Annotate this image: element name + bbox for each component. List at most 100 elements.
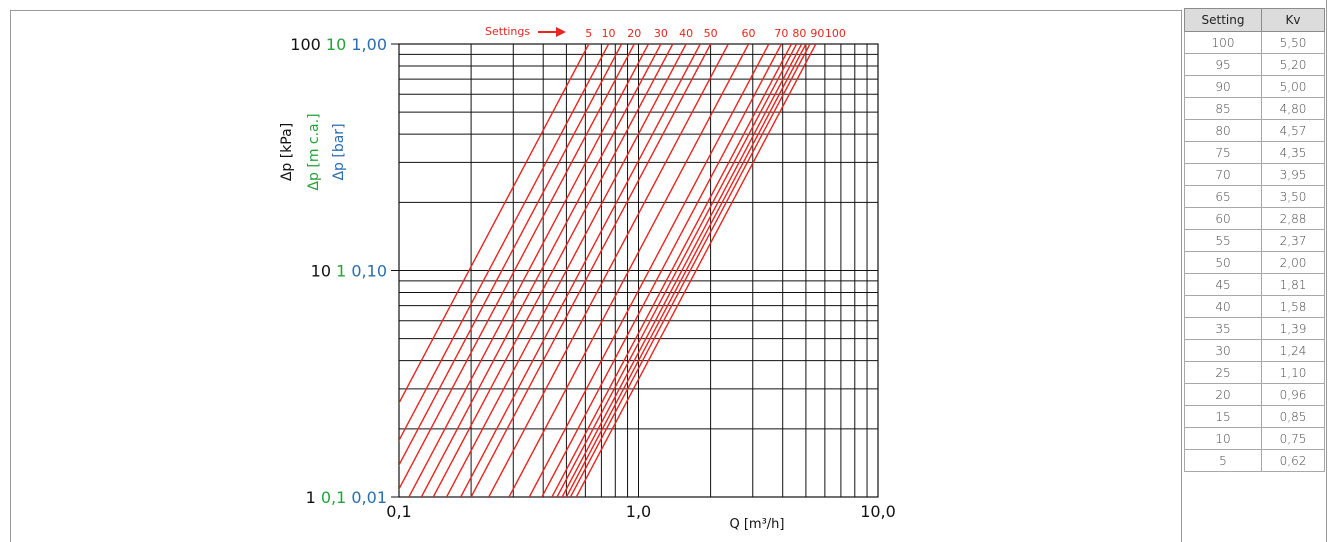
table-row: 15 0,85 (1184, 405, 1325, 428)
x-axis-label: Q [m³/h] (729, 517, 784, 532)
kv-cell: 0,96 (1261, 383, 1325, 406)
kv-cell: 1,10 (1261, 361, 1325, 384)
chart-frame-left (10, 10, 11, 542)
setting-curve-70 (541, 44, 783, 497)
kv-cell: 2,37 (1261, 229, 1325, 252)
y-tick-label-kpa: 10 (311, 262, 331, 281)
table-row: 85 4,80 (1184, 97, 1325, 120)
table-row: 10 0,75 (1184, 427, 1325, 450)
y-axis-label-kpa: Δp [kPa] (279, 123, 295, 181)
setting-cell: 75 (1184, 141, 1262, 164)
table-row: 25 1,10 (1184, 361, 1325, 384)
kv-cell: 2,88 (1261, 207, 1325, 230)
setting-cell: 95 (1184, 53, 1262, 76)
setting-curve-15 (399, 44, 623, 467)
kv-cell: 0,85 (1261, 405, 1325, 428)
kv-cell: 3,50 (1261, 185, 1325, 208)
table-row: 50 2,00 (1184, 251, 1325, 274)
setting-cell: 5 (1184, 449, 1262, 472)
setting-cell: 85 (1184, 97, 1262, 120)
setting-cell: 100 (1184, 31, 1262, 54)
column-header-kv: Kv (1261, 8, 1325, 32)
x-tick-label: 1,0 (626, 502, 651, 521)
y-tick-label-bar: 0,10 (346, 262, 387, 281)
series-setting-label: 20 (627, 27, 641, 40)
series-setting-label: 80 (792, 27, 806, 40)
x-tick-label: 10,0 (860, 502, 896, 521)
setting-curve-5 (399, 44, 590, 405)
setting-cell: 15 (1184, 405, 1262, 428)
table-row: 100 5,50 (1184, 31, 1325, 54)
setting-curve-65 (528, 44, 770, 497)
setting-cell: 55 (1184, 229, 1262, 252)
setting-curve-10 (399, 44, 610, 442)
y-axis-label-mca: Δp [m c.a.] (306, 113, 322, 190)
kv-cell: 4,57 (1261, 119, 1325, 142)
chart-frame-right (1181, 10, 1182, 542)
kv-cell: 1,58 (1261, 295, 1325, 318)
table-row: 90 5,00 (1184, 75, 1325, 98)
setting-curve-75 (551, 44, 793, 497)
setting-curve-50 (470, 44, 712, 497)
setting-curve-80 (556, 44, 798, 497)
table-row: 40 1,58 (1184, 295, 1325, 318)
series-setting-label: 70 (774, 27, 788, 40)
setting-cell: 40 (1184, 295, 1262, 318)
y-tick-label-mca: 10 (321, 35, 346, 54)
series-setting-label: 100 (825, 27, 846, 40)
y-tick-label: 1 0,1 0,01 (306, 488, 387, 507)
y-tick-label-mca: 1 (331, 262, 346, 281)
kv-cell: 1,24 (1261, 339, 1325, 362)
kv-cell: 4,80 (1261, 97, 1325, 120)
setting-cell: 20 (1184, 383, 1262, 406)
setting-curve-90 (565, 44, 807, 497)
y-tick-label-kpa: 1 (306, 488, 316, 507)
kv-cell: 2,00 (1261, 251, 1325, 274)
y-tick-label-mca: 0,1 (316, 488, 347, 507)
setting-cell: 35 (1184, 317, 1262, 340)
setting-kv-table: Setting Kv 100 5,50 95 5,20 90 5,00 85 4,80 80 4,… (1184, 8, 1325, 472)
setting-curve-60 (508, 44, 750, 497)
kv-cell: 1,39 (1261, 317, 1325, 340)
kv-cell: 0,75 (1261, 427, 1325, 450)
y-tick-label: 100 10 1,00 (290, 35, 387, 54)
setting-curve-95 (569, 44, 811, 497)
setting-cell: 30 (1184, 339, 1262, 362)
setting-curve-25 (408, 44, 650, 497)
setting-cell: 65 (1184, 185, 1262, 208)
y-tick-label: 10 1 0,10 (311, 262, 387, 281)
table-row: 70 3,95 (1184, 163, 1325, 186)
setting-curve-20 (399, 44, 635, 491)
setting-cell: 90 (1184, 75, 1262, 98)
settings-label: Settings (485, 25, 530, 38)
setting-cell: 25 (1184, 361, 1262, 384)
chart-frame-top (10, 10, 1182, 11)
series-setting-label: 10 (602, 27, 616, 40)
table-frame-right (1326, 0, 1327, 542)
y-tick-label-kpa: 100 (290, 35, 321, 54)
column-header-setting: Setting (1184, 8, 1262, 32)
y-tick-label-bar: 0,01 (346, 488, 387, 507)
table-row: 95 5,20 (1184, 53, 1325, 76)
setting-curve-30 (420, 44, 662, 497)
table-row: 30 1,24 (1184, 339, 1325, 362)
table-row: 20 0,96 (1184, 383, 1325, 406)
kv-cell: 3,95 (1261, 163, 1325, 186)
setting-curve-35 (432, 44, 674, 497)
y-tick-label-bar: 1,00 (346, 35, 387, 54)
setting-cell: 70 (1184, 163, 1262, 186)
settings-arrow-head (556, 27, 566, 37)
setting-cell: 45 (1184, 273, 1262, 296)
table-row: 80 4,57 (1184, 119, 1325, 142)
setting-curve-100 (575, 44, 817, 497)
series-setting-label: 5 (585, 27, 592, 40)
table-row: 45 1,81 (1184, 273, 1325, 296)
y-axis-label-bar: Δp [bar] (331, 123, 347, 180)
table-row: 65 3,50 (1184, 185, 1325, 208)
setting-curve-45 (460, 44, 701, 497)
series-setting-label: 40 (679, 27, 693, 40)
series-setting-label: 30 (654, 27, 668, 40)
table-row: 75 4,35 (1184, 141, 1325, 164)
kv-cell: 0,62 (1261, 449, 1325, 472)
